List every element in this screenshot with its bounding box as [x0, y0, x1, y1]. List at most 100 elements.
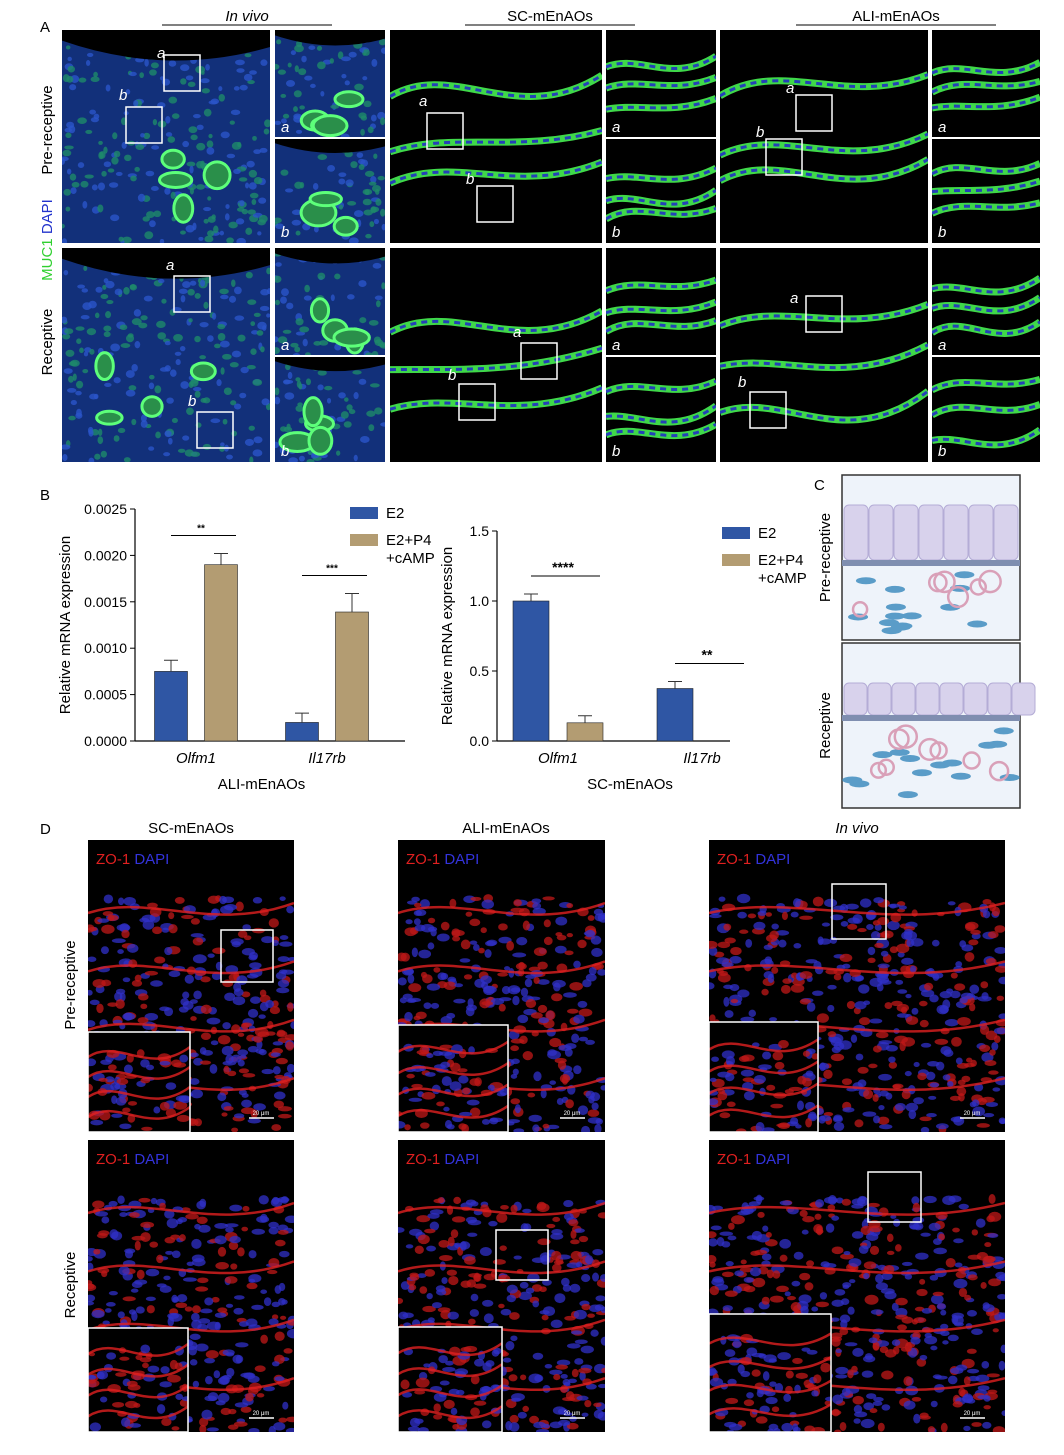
junction	[88, 1018, 294, 1033]
cell	[156, 1404, 166, 1414]
cell	[839, 953, 853, 963]
cell	[204, 1297, 214, 1306]
nucleus	[94, 312, 100, 319]
cell	[987, 931, 999, 939]
lumen	[275, 30, 385, 46]
stain-name: MUC1	[39, 238, 56, 281]
cell	[844, 1342, 858, 1347]
cell	[190, 918, 200, 925]
nucleus	[366, 410, 376, 417]
panel-label: D	[40, 821, 51, 838]
cell	[854, 1001, 867, 1010]
cell	[515, 962, 527, 970]
cell	[936, 1303, 947, 1310]
cell	[581, 1303, 591, 1311]
cell	[851, 1365, 858, 1373]
cell	[555, 1364, 568, 1370]
cell	[910, 965, 917, 974]
cell	[209, 1063, 218, 1074]
nucleus	[250, 321, 256, 327]
nucleus	[83, 265, 88, 271]
lumen	[275, 356, 385, 372]
nucleus	[231, 141, 242, 150]
cell	[191, 1238, 202, 1249]
cell	[411, 947, 418, 958]
cell	[998, 1360, 1005, 1371]
stain-name: DAPI	[755, 1151, 790, 1168]
cell	[188, 1345, 197, 1356]
cell	[407, 997, 422, 1003]
cell	[920, 989, 935, 998]
epithelial-cell	[867, 682, 892, 716]
nucleus	[381, 223, 385, 231]
cell	[533, 976, 540, 984]
nucleus	[379, 343, 385, 349]
vessel	[877, 758, 895, 776]
cell	[934, 1038, 949, 1045]
junction	[88, 1201, 294, 1216]
cell	[729, 955, 742, 964]
cell	[571, 1033, 580, 1043]
nucleus	[161, 78, 171, 86]
nucleus	[196, 142, 206, 151]
nucleus	[101, 170, 107, 177]
cell	[745, 939, 753, 948]
cell	[256, 1215, 270, 1223]
nucleus	[293, 90, 302, 98]
nucleus	[88, 429, 94, 437]
cell	[214, 1312, 227, 1318]
stromal-cell	[978, 741, 999, 749]
nucleus	[203, 207, 212, 212]
cell	[795, 1124, 802, 1129]
cell	[211, 1296, 220, 1303]
cell	[505, 1340, 515, 1351]
cell	[530, 1012, 543, 1019]
cell	[140, 1003, 148, 1010]
cell	[734, 1270, 744, 1277]
cell	[831, 1408, 840, 1417]
nucleus	[295, 377, 301, 382]
cell	[493, 1347, 502, 1355]
cell	[217, 1034, 231, 1045]
cell	[478, 947, 485, 954]
cell	[436, 933, 450, 942]
cell	[903, 1376, 913, 1387]
cell	[451, 928, 461, 938]
nucleus	[64, 145, 74, 150]
legend-swatch	[350, 507, 378, 519]
cell	[231, 941, 241, 948]
cell	[827, 1004, 835, 1013]
epithelium	[932, 177, 1040, 196]
nucleus	[229, 362, 239, 368]
cell	[771, 1406, 780, 1413]
cell	[830, 914, 844, 921]
cell	[762, 1051, 772, 1060]
cell	[721, 1241, 731, 1248]
cell	[737, 911, 747, 919]
cell	[888, 903, 901, 908]
vessel	[887, 728, 910, 750]
junction	[709, 1038, 818, 1053]
junction	[398, 1384, 502, 1398]
cell	[934, 1375, 948, 1380]
cell	[904, 1342, 913, 1352]
cell	[510, 1204, 518, 1214]
nucleus	[158, 278, 165, 284]
micrograph	[390, 30, 602, 243]
cell	[920, 1126, 930, 1132]
cell	[510, 907, 525, 913]
cell	[510, 1038, 525, 1044]
cell	[102, 1320, 110, 1326]
nucleus	[177, 448, 186, 453]
cell	[863, 1089, 874, 1100]
cell	[889, 946, 899, 954]
cell	[268, 1318, 279, 1326]
nucleus	[280, 93, 287, 98]
cell	[470, 1407, 480, 1417]
cell	[276, 1029, 286, 1037]
cell	[268, 918, 279, 928]
vessel	[978, 569, 1002, 594]
cell	[986, 1373, 1000, 1378]
junction	[709, 1379, 831, 1394]
cell	[721, 1271, 734, 1278]
